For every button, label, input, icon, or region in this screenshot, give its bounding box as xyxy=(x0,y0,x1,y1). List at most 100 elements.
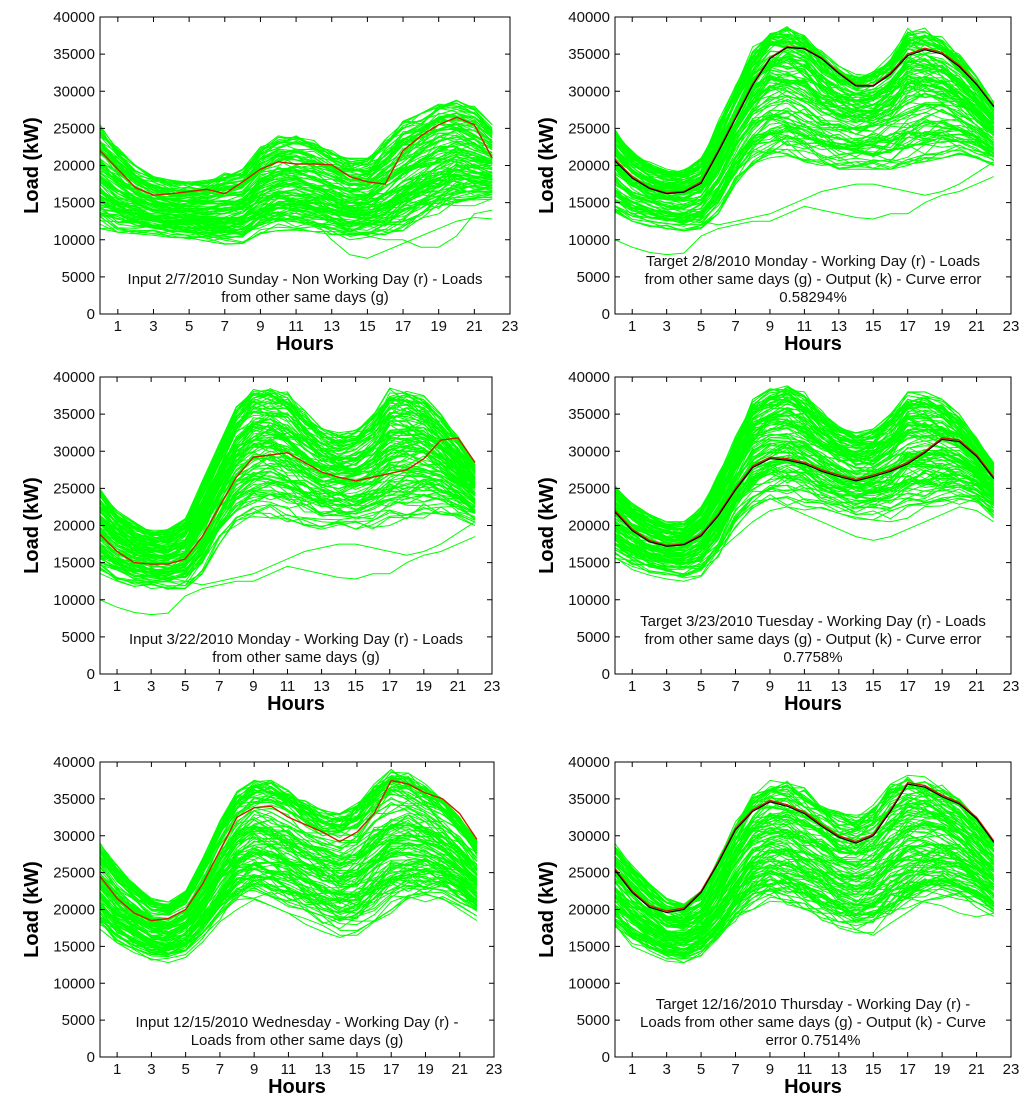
y-axis-title: Load (kW) xyxy=(536,861,558,958)
x-axis-title: Hours xyxy=(784,333,842,355)
other-day-line xyxy=(615,892,995,964)
other-day-line xyxy=(615,93,995,200)
x-tick-label: 3 xyxy=(662,1061,670,1078)
x-tick-label: 19 xyxy=(415,678,432,695)
y-tick-label: 30000 xyxy=(568,443,610,460)
y-tick-label: 5000 xyxy=(62,629,95,646)
other-day-line xyxy=(100,191,493,240)
output-series-line xyxy=(615,438,995,547)
x-tick-label: 1 xyxy=(628,318,636,335)
x-tick-label: 7 xyxy=(216,1061,224,1078)
other-day-line xyxy=(615,415,995,539)
y-tick-label: 30000 xyxy=(53,443,95,460)
other-day-line xyxy=(100,414,476,549)
y-tick-label: 40000 xyxy=(568,9,610,26)
x-tick-label: 15 xyxy=(349,1061,366,1078)
other-day-line xyxy=(615,47,995,184)
other-day-line xyxy=(100,149,493,205)
other-day-line xyxy=(100,456,476,561)
y-tick-label: 0 xyxy=(602,1049,610,1066)
other-day-line xyxy=(615,882,995,957)
annotation-line: Input 3/22/2010 Monday - Working Day (r)… xyxy=(129,631,463,648)
other-day-line xyxy=(100,445,476,559)
other-day-line xyxy=(615,74,995,196)
other-day-line xyxy=(100,142,493,207)
other-day-line xyxy=(615,788,995,910)
other-day-line xyxy=(100,775,478,910)
x-tick-label: 21 xyxy=(451,1061,468,1078)
other-day-line xyxy=(100,134,493,206)
chart-panel-6: 0 5000 10000 15000 20000 25000 30000 35000 40000… xyxy=(536,754,1019,1098)
y-tick-label: 30000 xyxy=(568,828,610,845)
other-day-line xyxy=(100,196,493,245)
y-tick-label: 10000 xyxy=(568,975,610,992)
x-tick-label: 5 xyxy=(697,318,705,335)
other-day-line xyxy=(100,798,478,915)
other-day-line xyxy=(100,439,476,560)
other-day-line xyxy=(100,451,476,559)
other-day-line xyxy=(100,499,476,582)
x-tick-label: 23 xyxy=(1003,1061,1020,1078)
x-tick-label: 23 xyxy=(502,318,519,335)
x-tick-label: 21 xyxy=(968,1061,985,1078)
chart-panel-5: 0 5000 10000 15000 20000 25000 30000 35000 40000… xyxy=(21,754,502,1098)
other-day-line xyxy=(100,140,493,208)
x-tick-label: 11 xyxy=(797,678,813,695)
y-tick-label: 0 xyxy=(87,306,95,323)
other-day-line xyxy=(615,774,995,905)
other-day-line xyxy=(100,388,476,536)
other-day-line xyxy=(615,882,995,956)
y-tick-label: 30000 xyxy=(568,83,610,100)
other-day-line xyxy=(100,870,478,952)
other-day-line xyxy=(615,460,995,557)
other-day-line xyxy=(615,140,994,226)
other-day-line xyxy=(100,864,478,948)
x-axis-title: Hours xyxy=(268,1076,326,1098)
x-tick-label: 19 xyxy=(430,318,447,335)
other-day-line xyxy=(615,460,995,562)
other-day-line xyxy=(100,503,476,587)
y-tick-label: 15000 xyxy=(53,195,95,212)
other-day-line xyxy=(100,431,476,554)
output-series-line xyxy=(615,783,995,914)
other-day-line xyxy=(100,492,476,579)
annotation-line: Loads from other same days (g) xyxy=(191,1032,404,1049)
other-day-line xyxy=(615,69,995,192)
y-axis-title: Load (kW) xyxy=(21,117,43,214)
y-axis-title: Load (kW) xyxy=(536,117,558,214)
y-tick-label: 5000 xyxy=(577,269,610,286)
x-tick-label: 7 xyxy=(731,678,739,695)
y-tick-label: 30000 xyxy=(53,828,95,845)
other-day-line xyxy=(615,878,995,950)
other-day-line xyxy=(615,99,995,209)
other-day-line xyxy=(615,776,995,909)
y-tick-label: 10000 xyxy=(53,232,95,249)
annotation-line: Target 2/8/2010 Monday - Working Day (r)… xyxy=(646,253,980,270)
other-day-line xyxy=(615,148,994,232)
other-day-line xyxy=(100,852,478,941)
other-day-line xyxy=(615,95,995,210)
x-tick-label: 5 xyxy=(185,318,193,335)
other-day-line xyxy=(615,497,995,582)
other-day-line xyxy=(615,66,995,193)
other-day-line xyxy=(100,184,493,234)
other-day-line xyxy=(615,820,995,927)
other-day-line xyxy=(615,845,995,937)
other-day-line xyxy=(100,859,478,945)
y-tick-label: 10000 xyxy=(53,975,95,992)
other-day-line xyxy=(615,856,995,946)
y-tick-label: 25000 xyxy=(568,480,610,497)
x-tick-label: 9 xyxy=(250,1061,258,1078)
other-day-line xyxy=(100,791,478,916)
annotation-line: from other same days (g) xyxy=(221,289,389,306)
other-day-line xyxy=(615,497,995,576)
chart-panel-1: 0 5000 10000 15000 20000 25000 30000 35000 40000… xyxy=(21,9,518,355)
other-day-line xyxy=(100,882,478,956)
x-tick-label: 13 xyxy=(830,318,847,335)
y-tick-label: 25000 xyxy=(53,865,95,882)
other-day-line xyxy=(100,156,493,217)
x-tick-label: 15 xyxy=(865,678,882,695)
x-tick-label: 23 xyxy=(1003,678,1020,695)
other-day-outlier-line xyxy=(615,890,994,922)
